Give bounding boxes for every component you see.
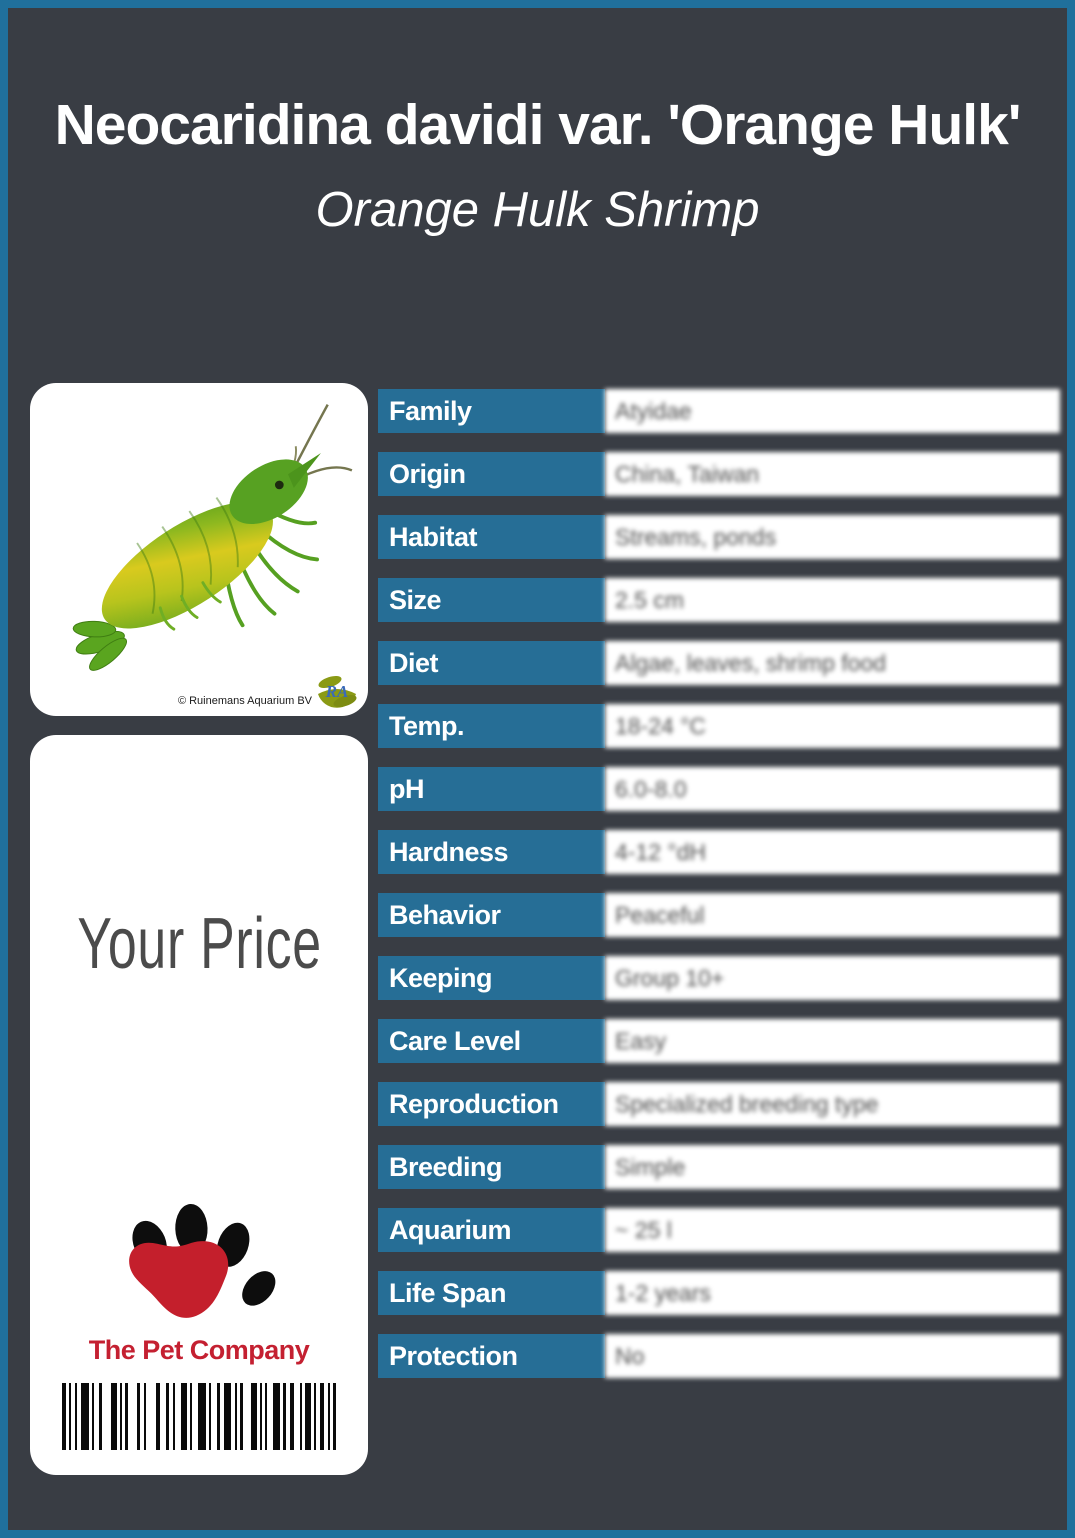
spec-table: Family Atyidae Origin China, Taiwan Habi… [378,389,1060,1397]
table-row: Habitat Streams, ponds [378,515,1060,559]
table-row: Care Level Easy [378,1019,1060,1063]
table-row: Keeping Group 10+ [378,956,1060,1000]
table-row: Aquarium ~ 25 l [378,1208,1060,1252]
spec-label: Size [378,578,605,622]
spec-value: 18-24 °C [605,704,1060,748]
spec-label: Aquarium [378,1208,605,1252]
spec-value: Atyidae [605,389,1060,433]
spec-value: Easy [605,1019,1060,1063]
spec-value: 4-12 °dH [605,830,1060,874]
price-card: Your Price The Pet Company [30,735,368,1475]
spec-value: 2.5 cm [605,578,1060,622]
spec-label: Origin [378,452,605,496]
shrimp-photo [72,404,353,671]
table-row: Reproduction Specialized breeding type [378,1082,1060,1126]
spec-label: Family [378,389,605,433]
spec-value: 1-2 years [605,1271,1060,1315]
table-row: Hardness 4-12 °dH [378,830,1060,874]
page-title: Neocaridina davidi var. 'Orange Hulk' [54,93,1022,157]
spec-value: Algae, leaves, shrimp food [605,641,1060,685]
table-row: pH 6.0-8.0 [378,767,1060,811]
spec-label: Behavior [378,893,605,937]
spec-label: Life Span [378,1271,605,1315]
paw-logo-icon [129,1203,276,1318]
spec-value: ~ 25 l [605,1208,1060,1252]
spec-value: Group 10+ [605,956,1060,1000]
spec-label: Temp. [378,704,605,748]
price-label: Your Price [77,904,322,984]
spec-label: Protection [378,1334,605,1378]
table-row: Protection No [378,1334,1060,1378]
spec-label: Diet [378,641,605,685]
svg-text:RA: RA [325,682,349,701]
brand-name: The Pet Company [88,1335,310,1365]
table-row: Life Span 1-2 years [378,1271,1060,1315]
spec-value: China, Taiwan [605,452,1060,496]
common-name-subtitle: Orange Hulk Shrimp [315,183,760,237]
table-row: Family Atyidae [378,389,1060,433]
spec-label: Hardness [378,830,605,874]
species-photo-card: © Ruinemans Aquarium BV RA [30,383,368,716]
barcode [62,1383,336,1450]
spec-label: Care Level [378,1019,605,1063]
spec-label: Reproduction [378,1082,605,1126]
spec-value: Streams, ponds [605,515,1060,559]
spec-value: Peaceful [605,893,1060,937]
spec-label: Keeping [378,956,605,1000]
spec-value: No [605,1334,1060,1378]
table-row: Behavior Peaceful [378,893,1060,937]
spec-value: Simple [605,1145,1060,1189]
table-row: Size 2.5 cm [378,578,1060,622]
table-row: Temp. 18-24 °C [378,704,1060,748]
table-row: Diet Algae, leaves, shrimp food [378,641,1060,685]
spec-label: Habitat [378,515,605,559]
spec-value: Specialized breeding type [605,1082,1060,1126]
table-row: Breeding Simple [378,1145,1060,1189]
table-row: Origin China, Taiwan [378,452,1060,496]
photo-copyright: © Ruinemans Aquarium BV [177,695,312,707]
spec-value: 6.0-8.0 [605,767,1060,811]
spec-label: pH [378,767,605,811]
spec-label: Breeding [378,1145,605,1189]
ruinemans-aquarium-logo-icon: RA [317,671,357,711]
